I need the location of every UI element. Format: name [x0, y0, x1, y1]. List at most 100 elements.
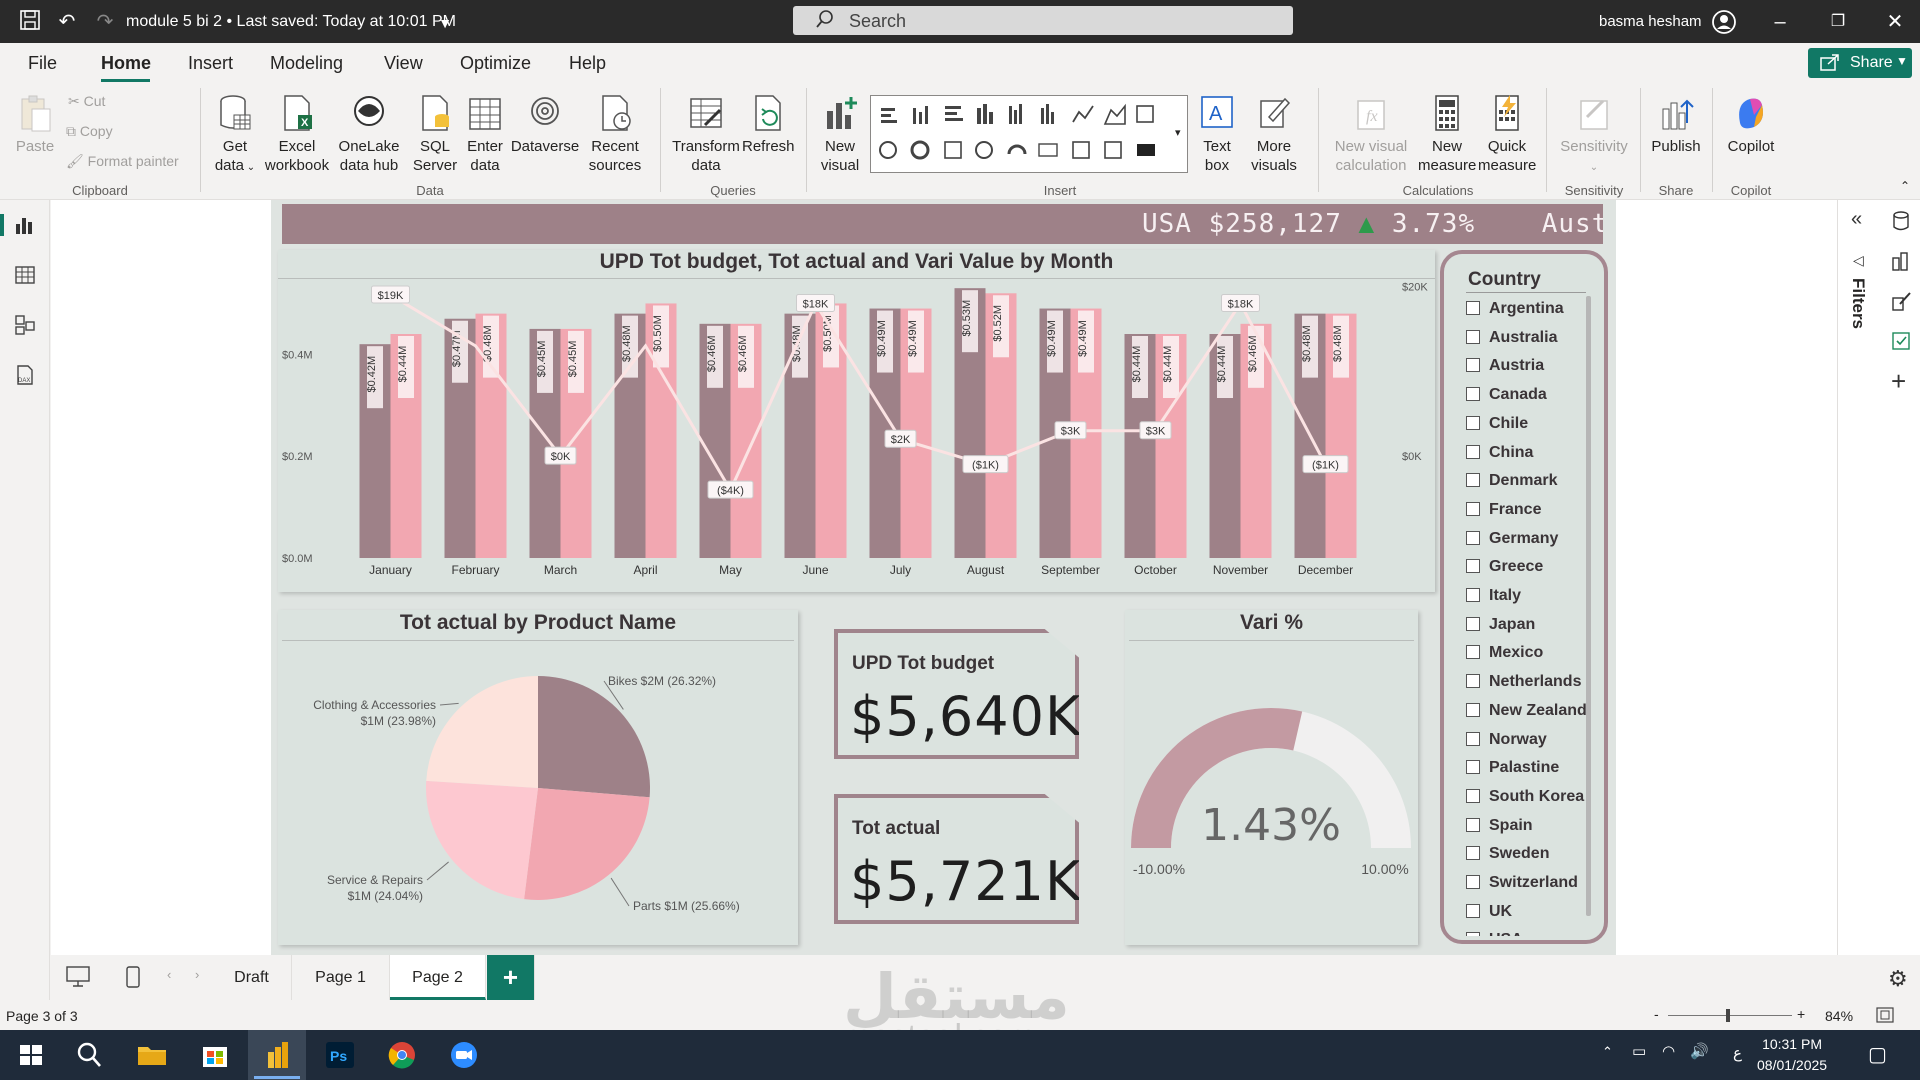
search-input[interactable]: Search [793, 6, 1293, 35]
expand-pane-icon[interactable]: « [1851, 208, 1863, 230]
menu-modeling[interactable]: Modeling [270, 53, 344, 73]
search-icon[interactable] [72, 1038, 106, 1072]
battery-icon[interactable]: ▭ [1632, 1043, 1647, 1060]
add-page-button[interactable]: + [487, 955, 535, 1000]
slicer-item[interactable]: Switzerland [1466, 874, 1578, 896]
slicer-item[interactable]: Greece [1466, 558, 1543, 580]
slicer-item[interactable]: Sweden [1466, 845, 1549, 867]
onelake-data-hub-button[interactable]: OneLake data hub [334, 93, 404, 175]
system-clock[interactable]: 10:31 PM 08/01/2025 [1757, 1034, 1827, 1076]
sensitivity-button[interactable]: Sensitivity ⌄ [1556, 93, 1632, 177]
zoom-slider-thumb[interactable] [1725, 1009, 1730, 1022]
checkbox[interactable] [1466, 760, 1480, 775]
slicer-item[interactable]: Canada [1466, 386, 1547, 408]
slicer-item[interactable]: Spain [1466, 817, 1533, 839]
page-tab-draft[interactable]: Draft [212, 955, 292, 1000]
zoom-out-button[interactable]: - [1654, 1006, 1659, 1022]
checkbox[interactable] [1466, 616, 1480, 631]
new-measure-button[interactable]: New measure [1418, 93, 1476, 175]
share-button[interactable]: Share ▼ [1808, 48, 1912, 78]
slicer-item[interactable]: France [1466, 501, 1541, 523]
page-tab-page-2[interactable]: Page 2 [390, 955, 486, 1000]
gallery-expand-icon[interactable]: ▾ [1175, 127, 1181, 139]
chrome-icon[interactable] [385, 1038, 419, 1072]
checkbox[interactable] [1466, 702, 1480, 717]
checkbox[interactable] [1466, 875, 1480, 889]
slicer-item[interactable]: South Korea [1466, 788, 1584, 810]
chevron-down-icon[interactable]: ▼ [438, 15, 452, 31]
slicer-item[interactable]: Mexico [1466, 644, 1543, 666]
menu-file[interactable]: File [28, 53, 58, 73]
text-box-button[interactable]: A Text box [1195, 93, 1239, 175]
slicer-item[interactable]: Argentina [1466, 300, 1564, 322]
table-view-icon[interactable] [14, 264, 36, 291]
new-visual-button[interactable]: New visual [815, 93, 865, 175]
country-slicer[interactable]: Country Argentina Australia Austria Canada C… [1440, 250, 1608, 944]
checkbox[interactable] [1466, 559, 1480, 574]
publish-button[interactable]: Publish [1648, 93, 1704, 156]
checkbox[interactable] [1466, 358, 1480, 373]
copilot-button[interactable]: Copilot [1720, 93, 1782, 156]
combo-chart-panel[interactable]: UPD Tot budget, Tot actual and Vari Valu… [278, 250, 1435, 592]
slicer-item[interactable]: USA [1466, 931, 1523, 936]
volume-icon[interactable]: 🔊 [1690, 1043, 1709, 1060]
collapse-ribbon-icon[interactable]: ⌃ [1900, 179, 1911, 193]
checkbox[interactable] [1466, 846, 1480, 861]
filters-pane-label[interactable]: Filters [1849, 278, 1868, 330]
scroll-right-icon[interactable]: › [195, 967, 200, 982]
zoom-app-icon[interactable] [447, 1038, 481, 1072]
show-hidden-icons-icon[interactable]: ⌃ [1602, 1044, 1613, 1059]
add-pane-icon[interactable]: + [1891, 366, 1907, 396]
checkbox[interactable] [1466, 817, 1480, 832]
checkbox[interactable] [1466, 588, 1480, 602]
slicer-item[interactable]: Italy [1466, 587, 1521, 609]
format-pane-icon[interactable] [1890, 290, 1912, 317]
report-view-icon[interactable] [14, 214, 36, 241]
gauge-chart[interactable]: 1.43% -10.00% 10.00% [1125, 640, 1418, 945]
zoom-level[interactable]: 84% [1825, 1008, 1854, 1024]
slicer-item[interactable]: Palastine [1466, 759, 1559, 781]
paste-button[interactable]: Paste [10, 93, 60, 156]
zoom-slider[interactable] [1668, 1015, 1792, 1016]
slicer-scrollbar[interactable] [1586, 296, 1591, 916]
more-visuals-button[interactable]: More visuals [1244, 93, 1304, 175]
actual-card[interactable]: Tot actual $5,721K [834, 794, 1079, 924]
user-name[interactable]: basma hesham [1599, 13, 1702, 30]
checkbox[interactable] [1466, 731, 1480, 746]
save-icon[interactable] [17, 9, 43, 35]
menu-home[interactable]: Home [101, 53, 152, 73]
gauge-panel[interactable]: Vari % 1.43% -10.00% 10.00% [1125, 610, 1418, 945]
checkbox[interactable] [1466, 645, 1480, 660]
slicer-item[interactable]: UK [1466, 903, 1512, 925]
visuals-gallery[interactable]: ▾ [870, 95, 1188, 173]
checkbox[interactable] [1466, 903, 1480, 918]
checkbox[interactable] [1466, 501, 1480, 516]
sql-server-button[interactable]: SQL Server [411, 93, 459, 175]
checkbox[interactable] [1466, 444, 1480, 459]
pie-chart-panel[interactable]: Tot actual by Product Name Bikes $2M (26… [278, 610, 798, 945]
menu-insert[interactable]: Insert [188, 53, 234, 73]
visualizations-pane-icon[interactable] [1890, 250, 1912, 277]
slicer-item[interactable]: Australia [1466, 329, 1557, 351]
pie-chart[interactable]: Bikes $2M (26.32%) Parts $1M (25.66%) Serv… [278, 640, 798, 945]
desktop-layout-icon[interactable] [65, 965, 91, 994]
enter-data-button[interactable]: Enter data [462, 93, 508, 175]
checkbox[interactable] [1466, 530, 1480, 545]
model-view-icon[interactable] [14, 314, 36, 341]
slicer-item[interactable]: Germany [1466, 530, 1558, 552]
slicer-item[interactable]: New Zealand [1466, 702, 1587, 724]
maximize-icon[interactable]: ❐ [1830, 13, 1846, 30]
data-pane-icon[interactable] [1890, 210, 1912, 237]
fit-to-page-icon[interactable] [1876, 1007, 1894, 1026]
excel-workbook-button[interactable]: X Excel workbook [263, 93, 331, 175]
user-avatar-icon[interactable] [1711, 9, 1737, 35]
undo-icon[interactable]: ↶ [58, 11, 76, 33]
close-icon[interactable]: ✕ [1886, 11, 1904, 33]
checkbox[interactable] [1466, 788, 1480, 803]
menu-help[interactable]: Help [569, 53, 607, 73]
document-title[interactable]: module 5 bi 2 • Last saved: Today at 10:… [126, 13, 456, 30]
wifi-icon[interactable]: ◠ [1662, 1043, 1676, 1060]
menu-view[interactable]: View [384, 53, 423, 73]
dax-query-view-icon[interactable]: DAX [14, 364, 36, 391]
page-tab-page-1[interactable]: Page 1 [292, 955, 390, 1000]
